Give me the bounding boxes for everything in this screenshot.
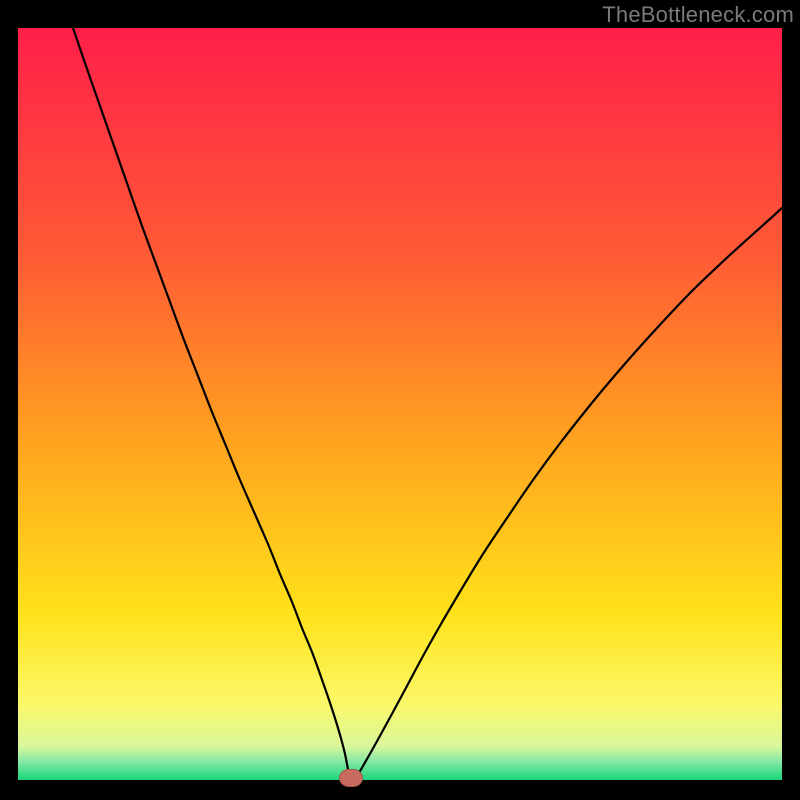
- bottleneck-curve: [18, 28, 782, 780]
- watermark-text: TheBottleneck.com: [602, 2, 794, 27]
- watermark-label: TheBottleneck.com: [602, 2, 794, 28]
- optimum-marker: [339, 769, 363, 787]
- chart-canvas: TheBottleneck.com: [0, 0, 800, 800]
- plot-area: [18, 28, 782, 780]
